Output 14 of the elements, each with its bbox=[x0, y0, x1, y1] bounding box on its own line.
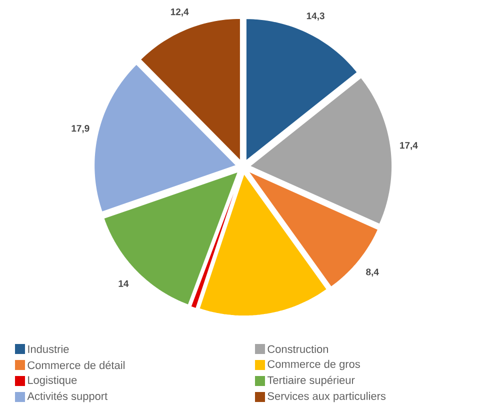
legend-label: Services aux particuliers bbox=[268, 392, 386, 402]
data-label: 12,4 bbox=[170, 8, 189, 17]
data-label: 17,9 bbox=[72, 124, 90, 134]
data-label: 17,4 bbox=[400, 142, 418, 150]
legend-label: Commerce de gros bbox=[268, 360, 360, 370]
legend-label: Logistique bbox=[28, 376, 77, 386]
data-label: 8,4 bbox=[366, 268, 379, 277]
data-label: 14 bbox=[118, 280, 129, 287]
legend-label: Construction bbox=[268, 344, 328, 354]
data-label: 14,3 bbox=[306, 12, 324, 21]
legend-label: Commerce de détail bbox=[28, 360, 125, 370]
legend-label: Industrie bbox=[28, 344, 69, 354]
legend-label: Activités support bbox=[27, 392, 108, 402]
legend-label: Tertiaire supérieur bbox=[267, 376, 355, 386]
